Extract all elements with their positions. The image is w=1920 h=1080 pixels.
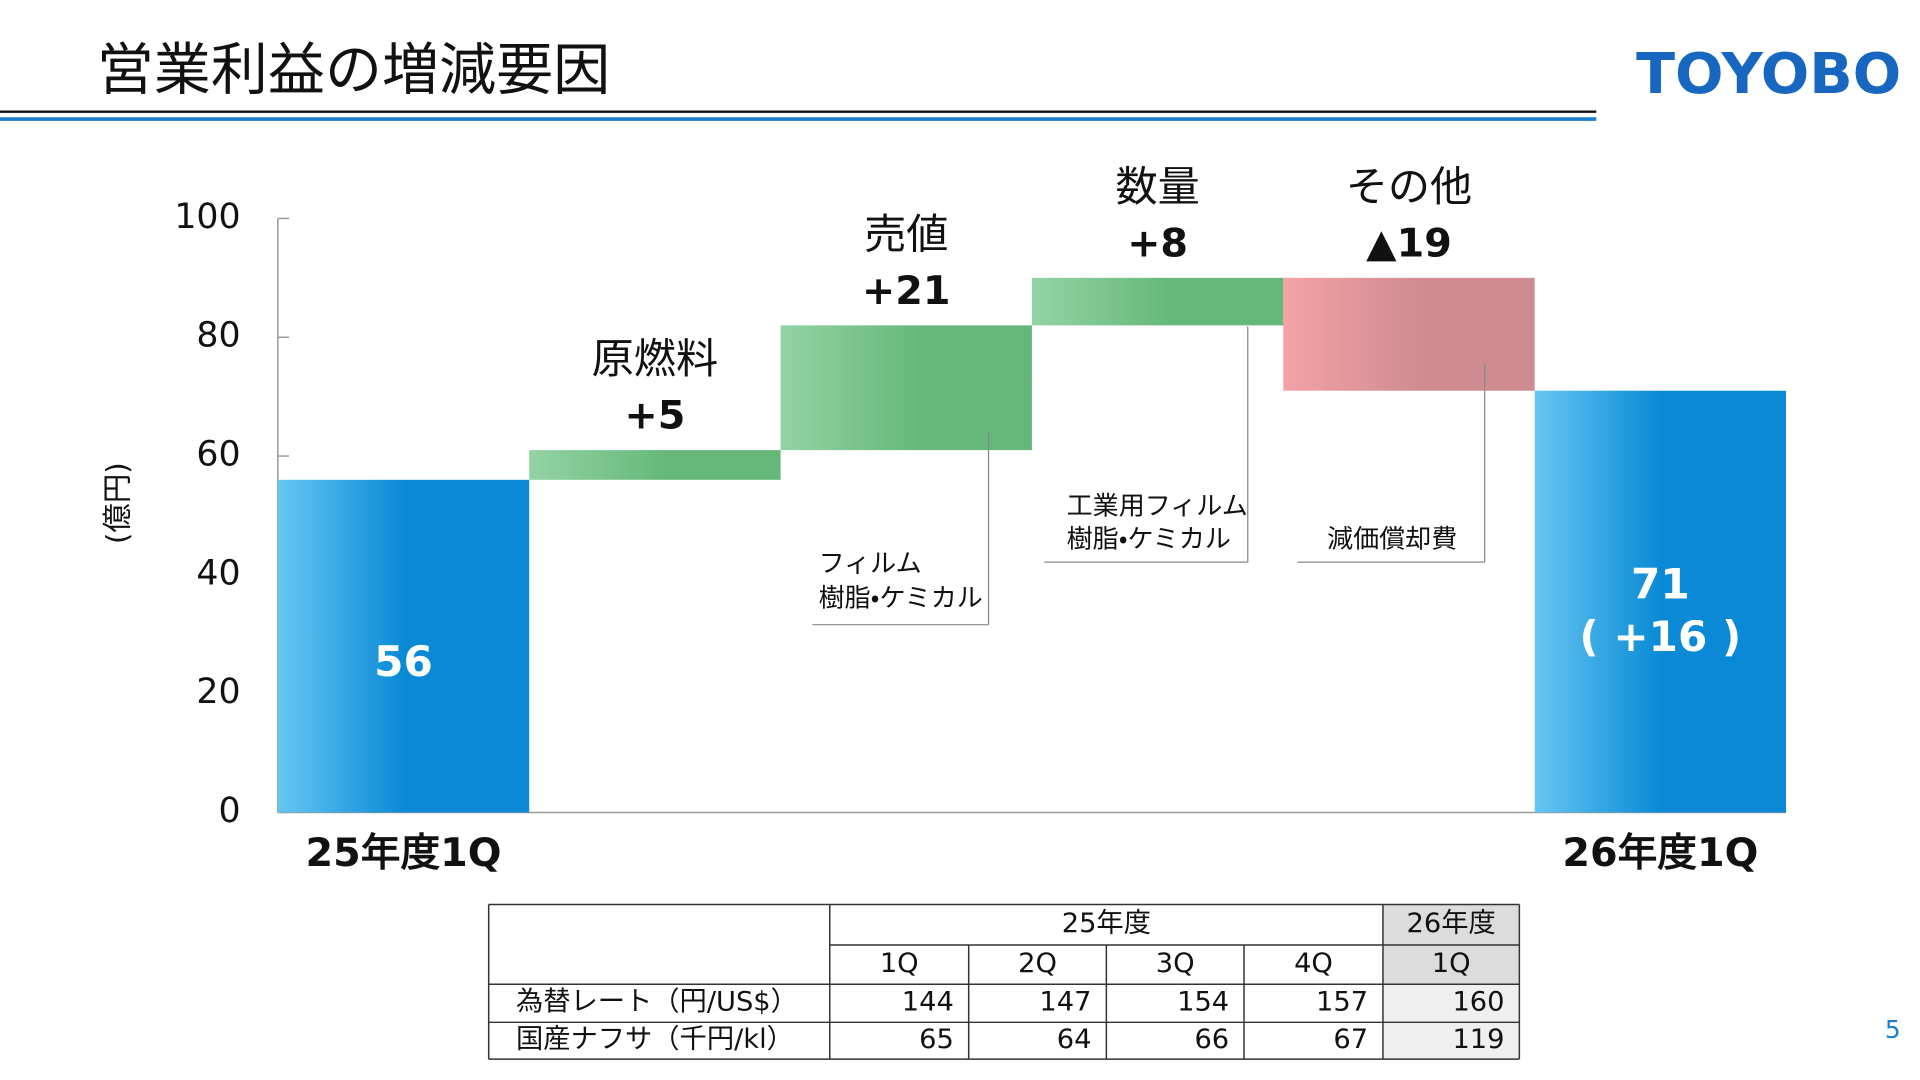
value-label: +5 [624, 393, 685, 439]
y-tick-label: 0 [219, 791, 241, 831]
category-label: 売値 [864, 210, 948, 259]
y-tick-label: 40 [196, 553, 240, 593]
table-cell: 65 [919, 1024, 954, 1055]
table-cell: 160 [1452, 987, 1504, 1018]
annotation: フィルム [819, 549, 922, 579]
table-row-label: 為替レート（円/US$） [516, 987, 798, 1018]
table-column-header: 1Q [1432, 948, 1471, 979]
annotation: 樹脂・ケミカル [1067, 525, 1231, 555]
y-tick-label: 80 [196, 316, 240, 356]
category-label: 25年度1Q [306, 830, 502, 876]
table-column-header: 2Q [1018, 948, 1057, 979]
annotation: 工業用フィルム [1067, 491, 1248, 521]
category-label: 数量 [1115, 162, 1199, 211]
category-label: 26年度1Q [1562, 830, 1758, 876]
value-label: 56 [374, 637, 433, 686]
bar [1534, 390, 1787, 813]
bar [277, 479, 530, 813]
table-group-header: 26年度 [1407, 908, 1496, 939]
value-label: 71 [1631, 560, 1690, 609]
bar [1283, 277, 1535, 391]
value-label: +8 [1127, 221, 1188, 267]
value-label: +21 [862, 268, 950, 314]
category-label: その他 [1346, 162, 1472, 211]
table-cell: 154 [1177, 987, 1229, 1018]
bar [1031, 277, 1284, 326]
table-cell: 119 [1452, 1024, 1504, 1055]
y-tick-label: 20 [196, 672, 240, 712]
table-group-header: 25年度 [1062, 908, 1151, 939]
table-cell: 147 [1039, 987, 1091, 1018]
bar [780, 325, 1032, 451]
change-label: ( +16 ) [1579, 612, 1741, 661]
logo: TOYOBO [1636, 41, 1901, 107]
annotation: 樹脂・ケミカル [819, 583, 983, 613]
table-column-header: 3Q [1156, 948, 1195, 979]
table-cell: 157 [1316, 987, 1368, 1018]
table-column-header: 1Q [880, 948, 919, 979]
annotation: 減価償却費 [1327, 525, 1457, 555]
slide-title: 営業利益の増減要因 [97, 37, 610, 103]
table-row-label: 国産ナフサ（千円/kl） [516, 1024, 794, 1055]
category-label: 原燃料 [592, 334, 718, 383]
bar [529, 450, 781, 480]
y-axis-label: (億円) [100, 462, 134, 544]
table-cell: 67 [1333, 1024, 1368, 1055]
table-column-header: 4Q [1294, 948, 1333, 979]
table-cell: 66 [1194, 1024, 1229, 1055]
value-label: ▲19 [1366, 221, 1452, 267]
table-cell: 64 [1057, 1024, 1092, 1055]
y-tick-label: 100 [174, 197, 240, 237]
y-tick-label: 60 [196, 435, 240, 475]
page-number: 5 [1885, 1015, 1901, 1044]
table-cell: 144 [902, 987, 954, 1018]
